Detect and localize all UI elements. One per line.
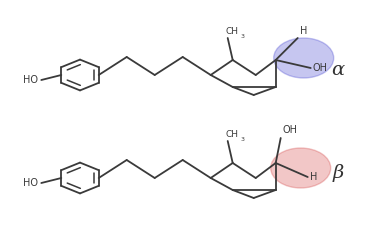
Ellipse shape	[274, 38, 334, 78]
Text: 3: 3	[241, 137, 245, 142]
Text: β: β	[332, 164, 344, 182]
Text: HO: HO	[23, 178, 38, 188]
Text: CH: CH	[226, 27, 239, 36]
Text: HO: HO	[23, 75, 38, 85]
Ellipse shape	[271, 148, 331, 188]
Text: α: α	[332, 61, 345, 79]
Text: OH: OH	[313, 63, 328, 73]
Text: OH: OH	[283, 125, 298, 135]
Text: CH: CH	[226, 130, 239, 139]
Text: H: H	[310, 172, 317, 182]
Text: 3: 3	[241, 34, 245, 39]
Text: H: H	[300, 26, 307, 36]
